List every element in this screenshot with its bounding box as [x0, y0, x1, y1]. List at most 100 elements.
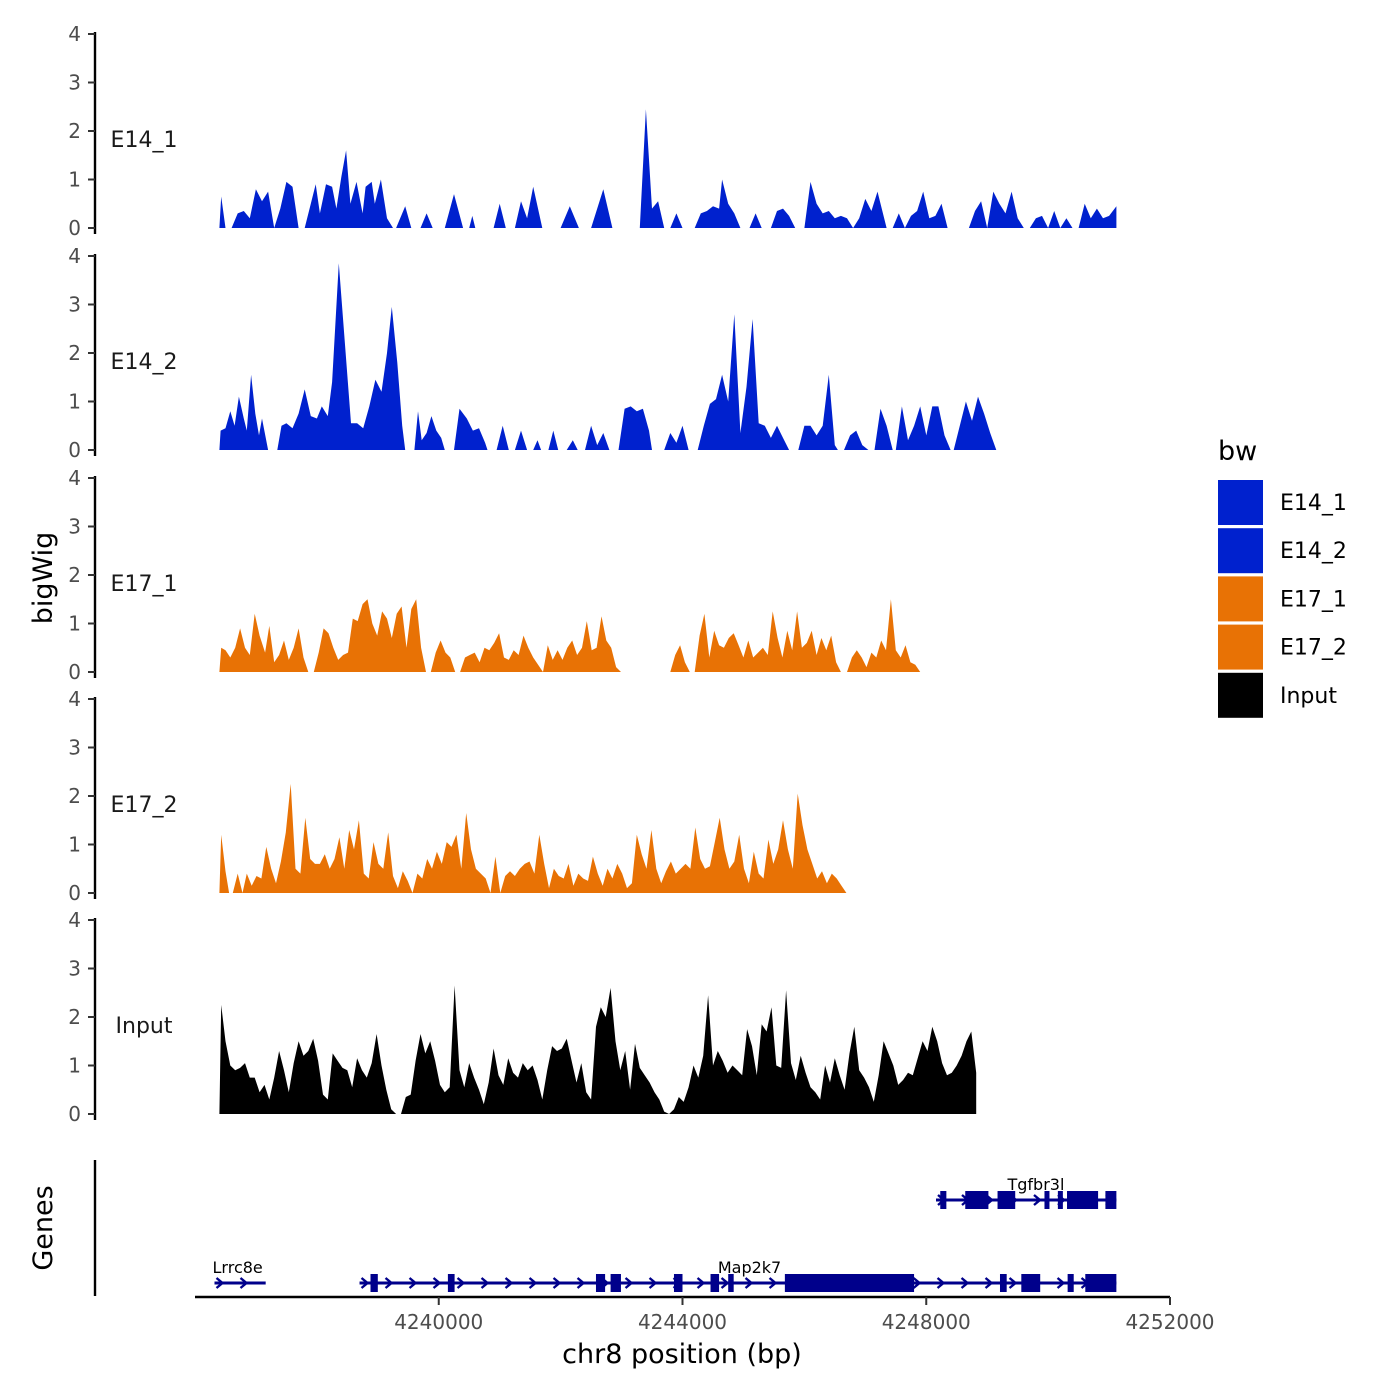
- track-e17-2: 0 1 2 3 4 E17_2: [68, 687, 847, 905]
- gene-tgfbr3l: Tgfbr3l: [936, 1175, 1117, 1209]
- track-e14-2: 0 1 2 3 4 E14_2: [68, 244, 997, 462]
- strand-arrow: [912, 1277, 922, 1289]
- y-tick-label: 2: [68, 119, 81, 143]
- legend-label: Input: [1280, 684, 1337, 709]
- coverage-area-input: [219, 985, 977, 1114]
- exon: [710, 1274, 720, 1292]
- gene-label: Map2k7: [718, 1258, 781, 1277]
- legend-item-input: Input: [1218, 672, 1337, 718]
- legend: bw E14_1 E14_2 E17_1 E17_2 Input: [1218, 436, 1347, 718]
- exon: [1085, 1274, 1117, 1292]
- y-tick-label: 0: [68, 1102, 81, 1126]
- y-tick-label: 3: [68, 293, 81, 317]
- x-axis-title: chr8 position (bp): [562, 1339, 802, 1370]
- coverage-area-e17-1: [219, 599, 921, 672]
- x-tick-label: 4240000: [394, 1310, 483, 1334]
- legend-label: E14_1: [1280, 491, 1347, 516]
- exon: [1067, 1191, 1099, 1209]
- strand-arrow: [1033, 1194, 1042, 1206]
- coverage-area-e14-2: [219, 263, 997, 450]
- exon: [1067, 1274, 1074, 1292]
- track-input: 0 1 2 3 4 Input: [68, 908, 977, 1126]
- x-tick-label: 4248000: [882, 1310, 971, 1334]
- strand-arrow: [384, 1277, 394, 1289]
- coverage-tracks: 0 1 2 3 4 E14_1 0 1 2 3 4 E14_2 0 1 2 3 4 E17_1 0 1 2 3 4 E17_2…: [68, 22, 1117, 1126]
- track-e17-1: 0 1 2 3 4 E17_1: [68, 466, 921, 684]
- y-tick-label: 0: [68, 438, 81, 462]
- track-label: E17_1: [111, 572, 178, 597]
- strand-arrow: [1056, 1277, 1066, 1289]
- track-e14-1: 0 1 2 3 4 E14_1: [68, 22, 1117, 240]
- strand-arrow: [960, 1277, 970, 1289]
- strand-arrow: [576, 1277, 586, 1289]
- track-label: E17_2: [111, 793, 178, 818]
- legend-item-e14-1: E14_1: [1218, 480, 1347, 525]
- legend-item-e17-1: E17_1: [1218, 576, 1347, 622]
- strand-arrow: [696, 1277, 706, 1289]
- exon: [784, 1274, 915, 1292]
- y-tick-label: 4: [68, 687, 81, 711]
- exon: [997, 1191, 1016, 1209]
- x-tick-label: 4244000: [638, 1310, 727, 1334]
- strand-arrow: [552, 1277, 562, 1289]
- strand-arrow: [624, 1277, 634, 1289]
- exon: [965, 1191, 989, 1209]
- legend-label: E17_2: [1280, 636, 1347, 661]
- strand-arrow: [1008, 1277, 1018, 1289]
- legend-swatch: [1218, 480, 1263, 525]
- strand-arrow: [408, 1277, 418, 1289]
- y-tick-label: 2: [68, 341, 81, 365]
- gene-lrrc8e: Lrrc8e: [213, 1258, 266, 1289]
- legend-swatch: [1218, 528, 1263, 574]
- strand-arrow: [648, 1277, 658, 1289]
- strand-arrow: [768, 1277, 778, 1289]
- strand-arrow: [936, 1277, 946, 1289]
- y-tick-label: 4: [68, 466, 81, 490]
- legend-items: E14_1 E14_2 E17_1 E17_2 Input: [1218, 480, 1347, 718]
- x-tick-label: 4252000: [1125, 1310, 1214, 1334]
- y-tick-label: 2: [68, 563, 81, 587]
- strand-arrow: [984, 1277, 994, 1289]
- exon: [999, 1274, 1007, 1292]
- legend-swatch: [1218, 624, 1263, 670]
- strand-arrow: [480, 1277, 490, 1289]
- exon: [1044, 1191, 1050, 1209]
- legend-swatch: [1218, 576, 1263, 622]
- exon: [940, 1191, 947, 1209]
- x-axis: 4240000 4244000 4248000 4252000 chr8 positi…: [195, 1295, 1215, 1370]
- legend-label: E14_2: [1280, 539, 1347, 564]
- y-tick-label: 1: [68, 390, 81, 414]
- y-tick-label: 1: [68, 168, 81, 192]
- y-tick-label: 0: [68, 881, 81, 905]
- strand-arrow: [744, 1277, 754, 1289]
- legend-label: E17_1: [1280, 587, 1347, 612]
- gene-label: Tgfbr3l: [1006, 1175, 1064, 1194]
- y-tick-label: 3: [68, 515, 81, 539]
- y-tick-label: 0: [68, 660, 81, 684]
- exon: [595, 1274, 606, 1292]
- legend-item-e17-2: E17_2: [1218, 624, 1347, 670]
- y-tick-label: 1: [68, 612, 81, 636]
- gene-map2k7: Map2k7: [359, 1258, 1117, 1292]
- y-tick-label: 1: [68, 1054, 81, 1078]
- y-tick-label: 4: [68, 908, 81, 932]
- strand-arrow: [215, 1277, 225, 1289]
- gene-models: Lrrc8e Map2k7 Tgfbr3l: [213, 1175, 1117, 1292]
- exon: [1021, 1274, 1041, 1292]
- y-tick-label: 2: [68, 1005, 81, 1029]
- legend-swatch: [1218, 672, 1263, 718]
- strand-arrow: [456, 1277, 466, 1289]
- track-label: Input: [116, 1014, 173, 1039]
- coverage-area-e17-2: [219, 783, 847, 893]
- gene-label: Lrrc8e: [213, 1258, 263, 1277]
- legend-item-e14-2: E14_2: [1218, 528, 1347, 574]
- y-tick-label: 4: [68, 244, 81, 268]
- legend-title: bw: [1218, 436, 1257, 467]
- strand-arrow: [432, 1277, 442, 1289]
- strand-arrow: [504, 1277, 514, 1289]
- exon: [370, 1274, 378, 1292]
- strand-arrow: [239, 1277, 249, 1289]
- strand-arrow: [720, 1277, 730, 1289]
- y-tick-label: 3: [68, 736, 81, 760]
